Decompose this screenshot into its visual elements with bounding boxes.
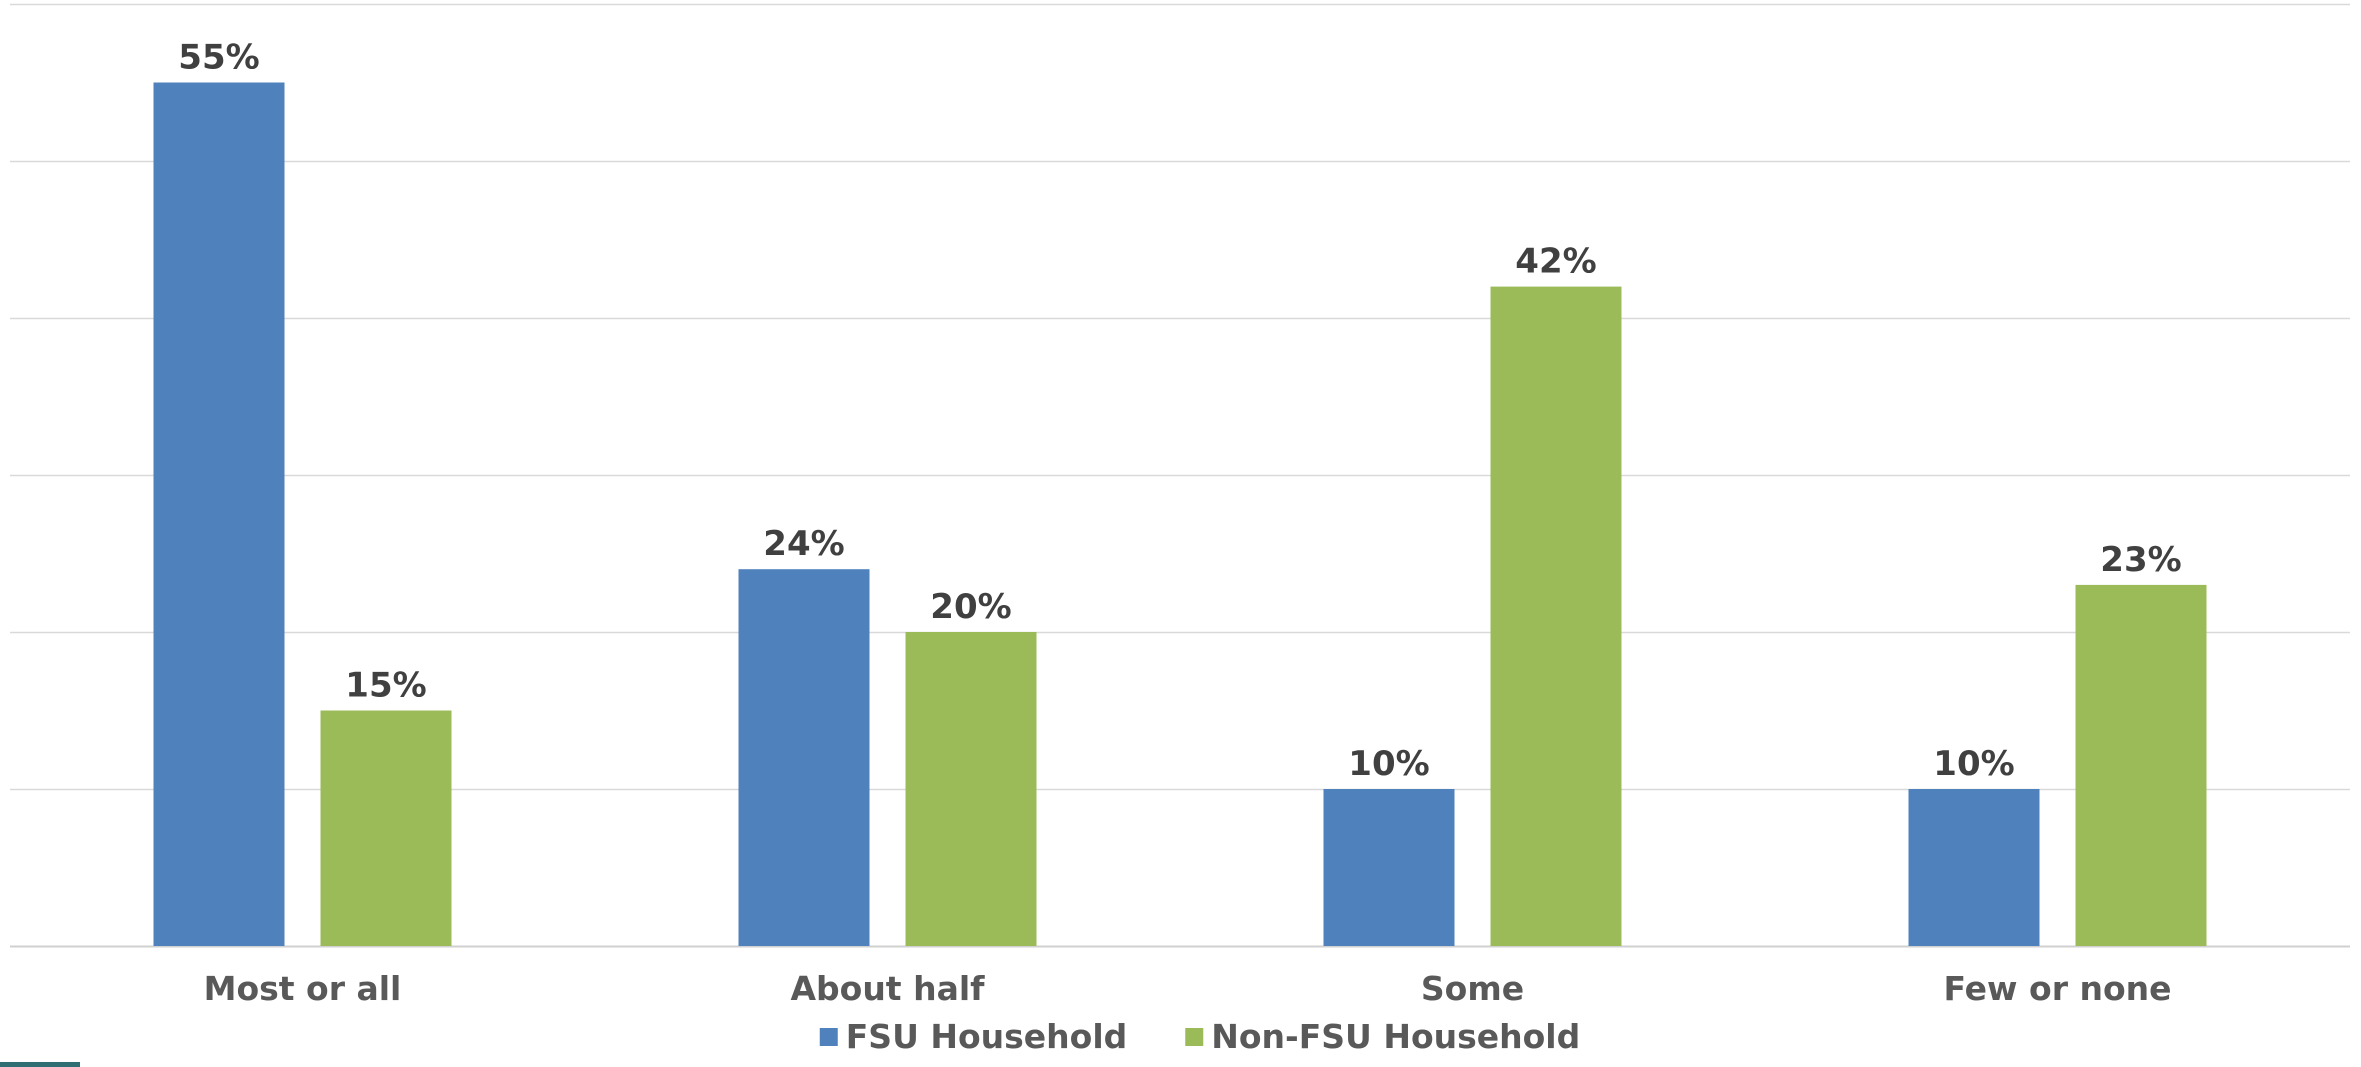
data-label: 10% bbox=[1348, 744, 1429, 784]
legend-swatch bbox=[819, 1028, 838, 1046]
legend-label: Non-FSU Household bbox=[1211, 1017, 1580, 1056]
category-label: Some bbox=[1421, 969, 1524, 1008]
bar-fsu-3 bbox=[1908, 789, 2040, 946]
data-label: 15% bbox=[345, 666, 426, 706]
category-label: Most or all bbox=[204, 969, 402, 1008]
corner-decoration bbox=[0, 1062, 80, 1067]
data-label: 55% bbox=[178, 38, 259, 78]
bar-non-fsu-3 bbox=[2075, 584, 2207, 946]
bar-fsu-2 bbox=[1323, 789, 1455, 946]
legend-item-fsu: FSU Household bbox=[819, 1017, 1128, 1056]
data-label: 23% bbox=[2100, 540, 2181, 580]
legend-label: FSU Household bbox=[846, 1017, 1128, 1056]
bar-non-fsu-0 bbox=[320, 710, 452, 946]
legend-item-non-fsu: Non-FSU Household bbox=[1185, 1017, 1580, 1056]
category-label: About half bbox=[790, 969, 985, 1008]
legend-swatch bbox=[1185, 1028, 1204, 1046]
bar-non-fsu-2 bbox=[1490, 286, 1622, 947]
data-label: 24% bbox=[763, 524, 844, 564]
bars bbox=[153, 82, 2207, 947]
data-label: 20% bbox=[930, 587, 1011, 627]
bar-fsu-1 bbox=[738, 569, 870, 946]
data-labels: 55% 15% 24% 20% 10% 42% 10% 23% bbox=[178, 38, 2181, 785]
data-label: 10% bbox=[1933, 744, 2014, 784]
bar-non-fsu-1 bbox=[905, 632, 1037, 946]
bar-fsu-0 bbox=[153, 82, 285, 946]
legend: FSU Household Non-FSU Household bbox=[819, 1017, 1580, 1056]
category-axis-labels: Most or all About half Some Few or none bbox=[204, 969, 2172, 1008]
data-label: 42% bbox=[1515, 242, 1596, 282]
category-label: Few or none bbox=[1943, 969, 2171, 1008]
